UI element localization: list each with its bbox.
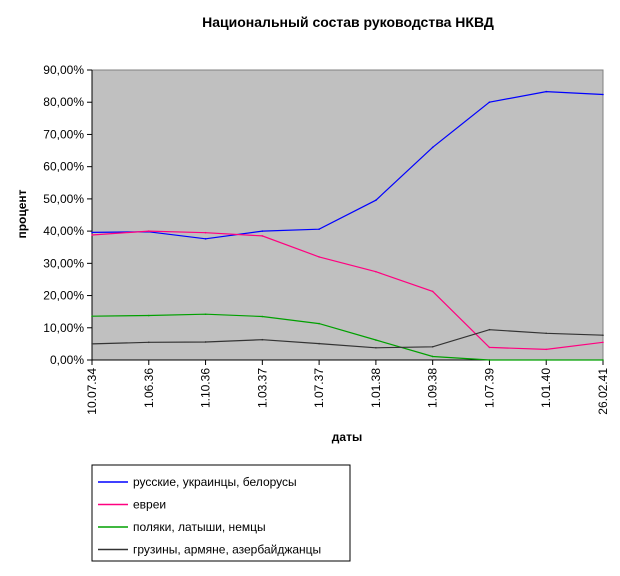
series-line-2 (91, 230, 604, 351)
y-tick-label: 30,00% (43, 256, 84, 270)
data-point (375, 270, 377, 273)
x-tick-label: 26.02.41 (596, 368, 610, 415)
data-point (261, 230, 264, 232)
y-axis-title: процент (15, 189, 29, 238)
x-axis: 10.07.34 1.06.36 1.10.36 1.03.37 1.07.37 1.01… (85, 359, 610, 415)
y-tick-label: 80,00% (43, 95, 84, 109)
legend-label: русские, украинцы, белорусы (133, 475, 297, 489)
legend: русские, украинцы, белорусы евреи поляки, … (91, 464, 351, 562)
data-point (375, 339, 377, 341)
x-tick-label: 1.01.40 (539, 368, 553, 408)
data-point (318, 322, 320, 325)
data-point (261, 315, 264, 318)
chart-title: Национальный состав руководства НКВД (202, 14, 494, 30)
y-tick-label: 40,00% (43, 224, 84, 238)
data-point (545, 359, 548, 361)
data-point (545, 90, 548, 93)
legend-label: евреи (133, 498, 166, 512)
x-tick-label: 1.03.37 (255, 368, 269, 408)
data-point (91, 231, 93, 234)
series-line-4 (91, 329, 604, 349)
data-point (602, 359, 604, 361)
data-point (318, 228, 320, 230)
x-axis-title: даты (332, 430, 362, 444)
data-point (91, 315, 93, 317)
data-point (431, 146, 434, 149)
series-line-1 (91, 90, 604, 240)
legend-box (91, 464, 351, 562)
data-point (147, 314, 150, 317)
data-point (261, 338, 264, 341)
data-point (602, 93, 604, 96)
data-point (431, 290, 434, 293)
data-point (147, 341, 150, 344)
data-point (375, 199, 377, 201)
y-tick-label: 70,00% (43, 127, 84, 141)
x-tick-label: 1.10.36 (199, 368, 213, 408)
data-point (431, 355, 434, 358)
data-point (488, 346, 491, 349)
data-point (431, 345, 434, 348)
x-tick-label: 1.07.39 (482, 368, 496, 408)
data-point (318, 256, 320, 258)
y-axis: 0,00% 10,00% 20,00% 30,00% 40,00% 50,00% 60,00… (43, 63, 93, 367)
data-point (602, 334, 604, 336)
data-point (545, 348, 548, 351)
y-tick-label: 90,00% (43, 63, 84, 77)
data-point (318, 342, 320, 345)
x-tick-label: 10.07.34 (85, 368, 99, 415)
data-point (204, 313, 207, 316)
data-point (488, 359, 491, 361)
data-point (147, 230, 150, 232)
x-tick-label: 1.06.36 (142, 368, 156, 408)
data-point (261, 235, 264, 237)
x-tick-label: 1.07.37 (312, 368, 326, 408)
legend-label: грузины, армяне, азербайджанцы (133, 543, 321, 557)
data-point (91, 234, 93, 236)
data-point (545, 332, 548, 335)
legend-label: поляки, латыши, немцы (133, 520, 266, 534)
series-line-3 (91, 313, 603, 361)
data-point (375, 346, 377, 349)
data-point (204, 238, 207, 240)
data-point (602, 341, 604, 344)
data-point (204, 341, 207, 343)
y-tick-label: 20,00% (43, 289, 84, 303)
data-point (488, 328, 491, 331)
series-lines (91, 90, 604, 361)
x-tick-label: 1.09.38 (426, 368, 440, 408)
y-tick-label: 10,00% (43, 321, 84, 335)
x-tick-label: 1.01.38 (369, 368, 383, 408)
y-tick-label: 60,00% (43, 160, 84, 174)
y-tick-label: 50,00% (43, 192, 84, 206)
y-tick-label: 0,00% (50, 353, 84, 367)
data-point (488, 101, 491, 104)
data-point (91, 343, 93, 345)
data-point (204, 231, 207, 234)
